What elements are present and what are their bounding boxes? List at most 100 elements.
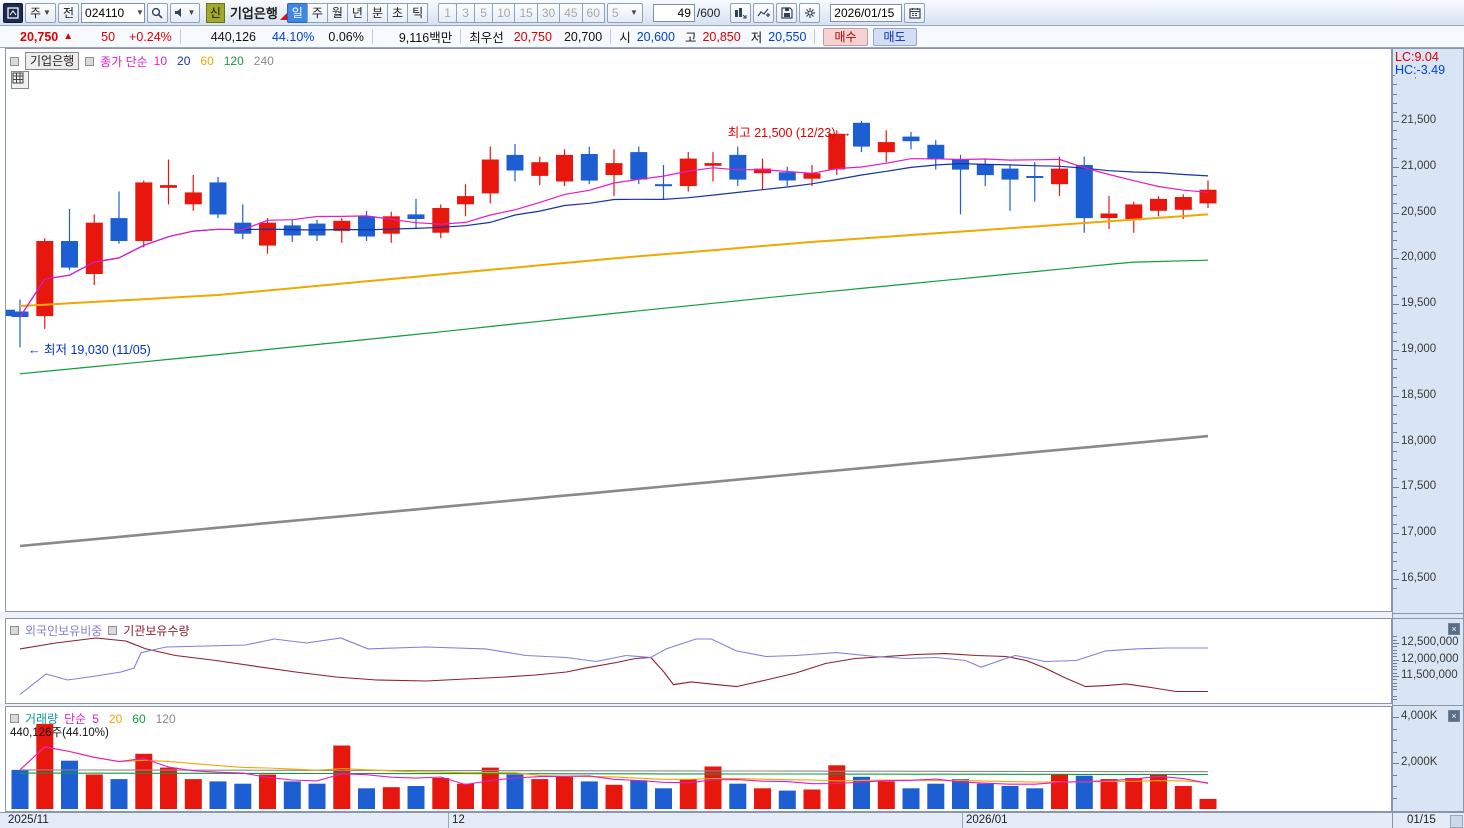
date-axis[interactable]: 2025/11 12 2026/01: [0, 812, 1392, 828]
period-button-틱[interactable]: 틱: [407, 2, 429, 23]
date-label: 2026/01: [966, 814, 1008, 826]
compare-chart-button[interactable]: [730, 2, 752, 23]
minute-combo-value: 5: [611, 5, 619, 20]
buy-button[interactable]: 매수: [823, 27, 868, 46]
price-tick-label: 17,500: [1401, 480, 1437, 492]
axis-minor-tick: [1393, 740, 1397, 741]
minute-button-30[interactable]: 30: [536, 2, 561, 23]
axis-minor-tick: [1393, 148, 1397, 149]
bar-count-input[interactable]: [652, 3, 695, 22]
legend-marker-icon[interactable]: [10, 56, 19, 66]
axis-tick: [1393, 763, 1399, 764]
axis-minor-tick: [1393, 341, 1397, 342]
period-button-분[interactable]: 분: [366, 2, 389, 23]
change-percent: +0.24%: [129, 29, 172, 44]
low-label: 저: [750, 31, 763, 45]
minute-button-10[interactable]: 10: [492, 2, 516, 23]
panel-splitter[interactable]: [0, 704, 1392, 706]
volume-ma-period-5[interactable]: 5: [92, 711, 99, 726]
close-volume-panel-button[interactable]: ×: [1448, 710, 1460, 722]
minute-button-5[interactable]: 5: [474, 2, 494, 23]
close-ownership-panel-button[interactable]: ×: [1448, 623, 1460, 635]
chevron-down-icon: ▼: [187, 8, 196, 17]
minute-button-45[interactable]: 45: [559, 2, 583, 23]
volume-chart[interactable]: [6, 707, 1391, 811]
resize-grip[interactable]: [1450, 815, 1463, 828]
axis-minor-tick: [1393, 666, 1397, 667]
volume-bars: [11, 723, 1217, 810]
chevron-down-icon: ▼: [43, 8, 51, 17]
minute-button-3[interactable]: 3: [456, 2, 476, 23]
chart-window-icon[interactable]: [3, 2, 23, 23]
high-price: 20,850: [702, 29, 741, 44]
jeon-button[interactable]: 전: [57, 2, 80, 23]
ma-period-240[interactable]: 240: [253, 54, 274, 68]
ownership-panel[interactable]: 외국인보유비중 기관보유수량: [5, 618, 1392, 704]
minute-combo[interactable]: 5 ▼: [606, 2, 643, 23]
chevron-down-icon[interactable]: ▼: [136, 8, 144, 17]
legend-marker-icon[interactable]: [10, 626, 19, 635]
period-button-년[interactable]: 년: [346, 2, 368, 23]
axis-minor-tick: [1393, 359, 1397, 360]
axis-tick: [1393, 350, 1399, 351]
axis-tick: [1393, 396, 1399, 397]
volume-panel[interactable]: 거래량 단순 5 20 60 120 440,126주(44.10%): [5, 706, 1392, 812]
axis-minor-tick: [1393, 686, 1397, 687]
sell-button[interactable]: 매도: [872, 27, 917, 46]
price-change: 50: [101, 29, 116, 44]
save-button[interactable]: [776, 2, 798, 23]
axis-minor-tick: [1393, 570, 1397, 571]
chart-grid-settings-button[interactable]: [11, 71, 29, 89]
sound-combo[interactable]: ▼: [169, 2, 200, 23]
price-tick-label: 19,500: [1401, 297, 1437, 309]
minute-button-1[interactable]: 1: [438, 2, 458, 23]
date-axis-right: 01/15: [1392, 812, 1464, 828]
ma-period-120[interactable]: 120: [223, 54, 244, 68]
price-tick-label: 20,500: [1401, 206, 1437, 218]
axis-minor-tick: [1393, 650, 1397, 651]
series-외국인보유비중: [19, 637, 1208, 695]
volume-tick-label: 2,000K: [1401, 756, 1438, 768]
candlestick-chart[interactable]: [6, 49, 1391, 611]
stock-code-input[interactable]: [82, 4, 135, 21]
axis-minor-tick: [1393, 405, 1397, 406]
volume-ma-period-20[interactable]: 20: [108, 711, 123, 726]
volume-ma-period-60[interactable]: 60: [132, 711, 146, 726]
legend-marker-icon[interactable]: [10, 714, 19, 723]
date-input[interactable]: [830, 3, 903, 22]
axis-minor-tick: [1393, 295, 1397, 296]
ownership-chart[interactable]: [6, 619, 1391, 703]
settings-button[interactable]: [799, 2, 821, 23]
axis-tick: [1393, 643, 1399, 644]
ma-period-60[interactable]: 60: [200, 54, 214, 68]
legend-marker-icon[interactable]: [108, 626, 118, 635]
axis-tick: [1393, 442, 1399, 443]
legend-marker-icon[interactable]: [85, 56, 95, 66]
axis-minor-tick: [1393, 653, 1397, 654]
ma-period-20[interactable]: 20: [177, 54, 191, 68]
month-separator: [962, 813, 963, 828]
period-button-월[interactable]: 월: [326, 2, 348, 23]
right-price-axis[interactable]: LC:9.04 HC:-3.49 × × 22,00021,50021,0002…: [1392, 48, 1464, 812]
axis-minor-tick: [1393, 497, 1397, 498]
period-button-주[interactable]: 주: [306, 2, 328, 23]
search-button[interactable]: [146, 2, 168, 23]
best-ask: 20,750: [513, 29, 552, 44]
axis-minor-tick: [1393, 185, 1397, 186]
panel-splitter[interactable]: [0, 612, 1392, 618]
chart-type-combo[interactable]: 주 ▼: [25, 2, 56, 23]
annotation-low-text: 최저 19,030 (11/05): [43, 343, 151, 358]
axis-tick: [1393, 167, 1399, 168]
volume-ma-period-120[interactable]: 120: [155, 711, 176, 726]
period-button-초[interactable]: 초: [387, 2, 409, 23]
volume-title: 거래량: [25, 712, 59, 726]
ma-period-10[interactable]: 10: [153, 54, 168, 68]
minute-button-15[interactable]: 15: [514, 2, 538, 23]
axis-minor-tick: [1393, 451, 1397, 452]
main-chart-panel[interactable]: 기업은행 종가 단순 10 20 60 120 240 최고 21,500 (12/23…: [5, 48, 1392, 612]
calendar-button[interactable]: [904, 2, 926, 23]
period-button-일[interactable]: 일: [286, 2, 308, 23]
minute-button-60[interactable]: 60: [581, 2, 605, 23]
add-indicator-button[interactable]: [753, 2, 775, 23]
